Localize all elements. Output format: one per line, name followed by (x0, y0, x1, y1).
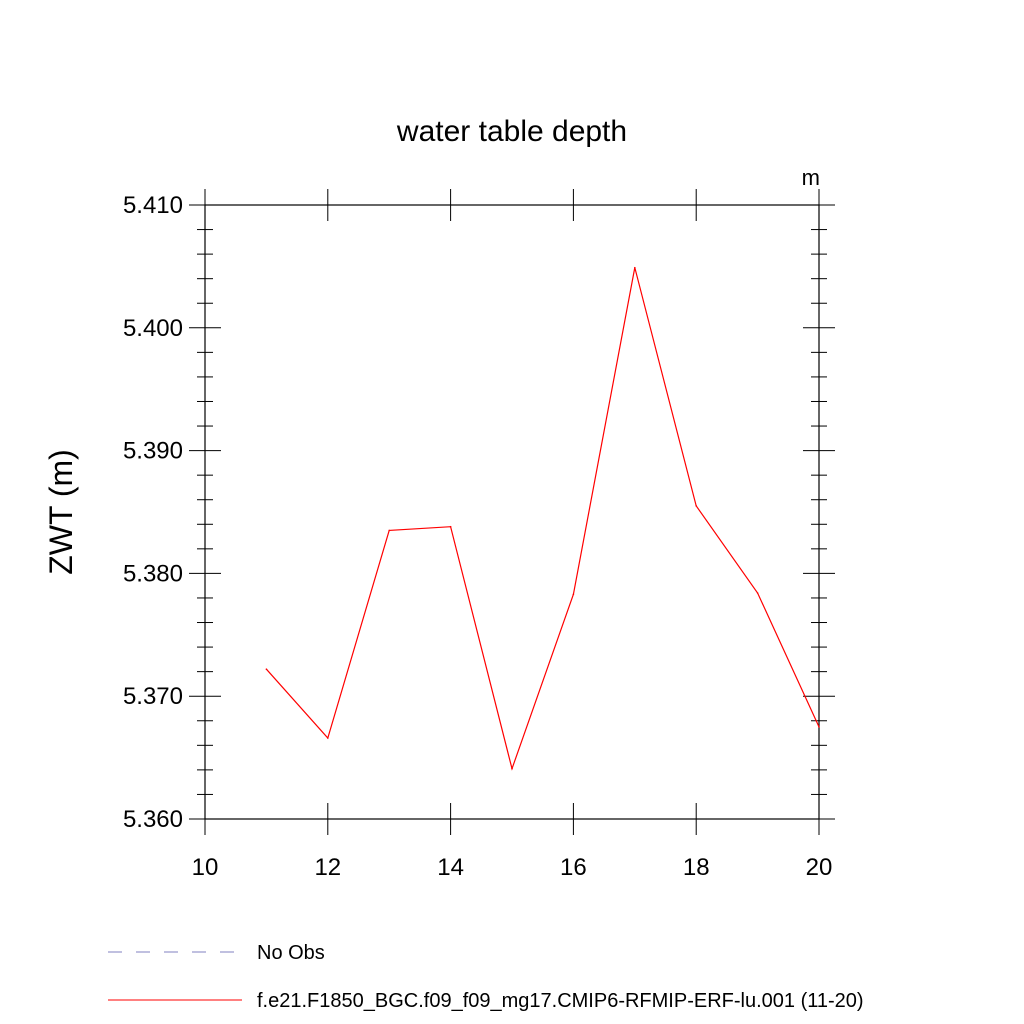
series-layer (265, 266, 820, 771)
legend-label: No Obs (257, 942, 325, 964)
data-point (449, 525, 452, 528)
data-point (634, 266, 636, 269)
data-point (695, 505, 697, 507)
plot-frame (204, 204, 820, 820)
legend-label: f.e21.F1850_BGC.f09_f09_mg17.CMIP6-RFMIP… (257, 990, 864, 1012)
x-tick-label: 20 (806, 854, 833, 881)
data-point (327, 737, 329, 739)
data-point (818, 726, 820, 728)
y-tick-label: 5.390 (123, 438, 183, 465)
data-point (756, 592, 759, 594)
data-point (388, 529, 391, 532)
y-tick-label: 5.400 (123, 315, 183, 342)
units-label: m (802, 165, 820, 190)
x-tick-label: 12 (314, 854, 341, 881)
y-axis-label: ZWT (m) (43, 449, 79, 575)
x-tick-label: 16 (560, 854, 587, 881)
x-tick-label: 10 (192, 854, 219, 881)
data-point (572, 593, 575, 596)
legend: No Obs f.e21.F1850_BGC.f09_f09_mg17.CMIP6… (108, 942, 864, 1012)
y-tick-label: 5.360 (123, 806, 183, 833)
axis-ticks: 10 12 14 16 18 20 5.360 5.370 5.380 5.390 5.400 5.4… (123, 189, 835, 881)
data-point (511, 767, 513, 770)
x-tick-label: 18 (683, 854, 710, 881)
chart-title: water table depth (396, 115, 627, 148)
series-line (265, 267, 820, 771)
y-tick-label: 5.380 (123, 560, 183, 587)
y-tick-label: 5.370 (123, 683, 183, 710)
y-tick-label: 5.410 (123, 192, 183, 219)
data-point (265, 668, 268, 670)
x-tick-label: 14 (437, 854, 464, 881)
